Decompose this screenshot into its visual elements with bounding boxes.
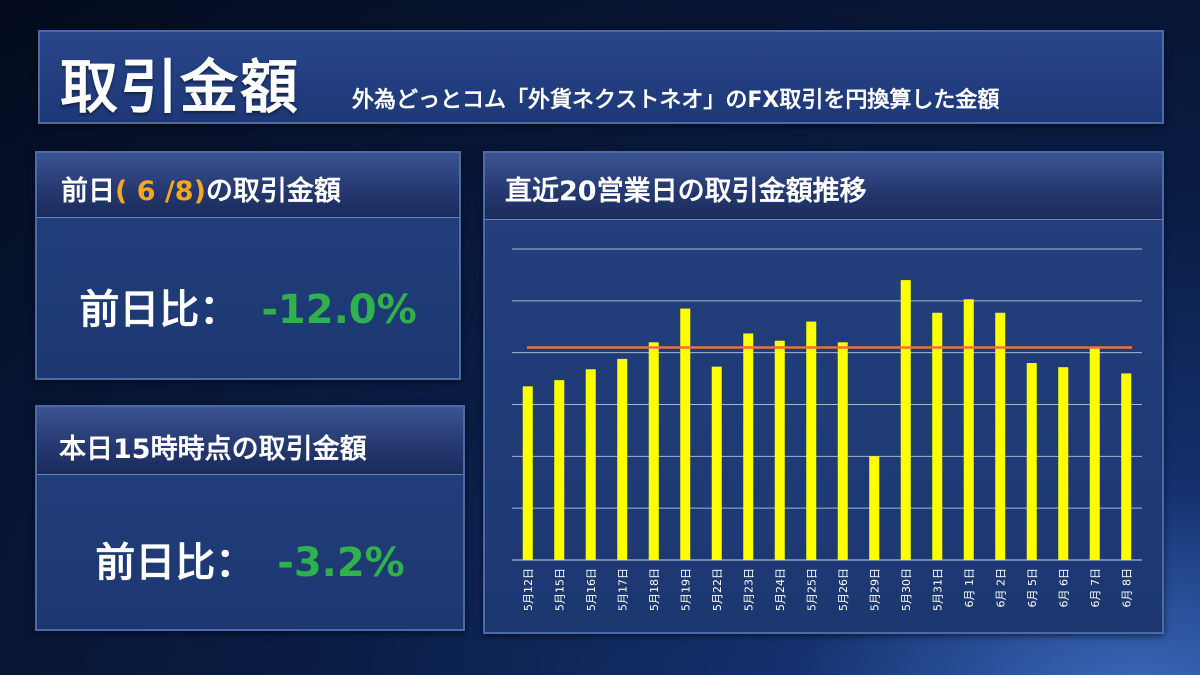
x-tick-label: 5月19日 <box>679 568 692 611</box>
x-tick-label: 5月31日 <box>931 568 944 611</box>
x-tick-label: 6月 2日 <box>994 568 1007 608</box>
x-tick-label: 5月25日 <box>805 568 818 611</box>
prev-day-stat: 前日比： -12.0% <box>37 277 459 335</box>
x-tick-label: 6月 1日 <box>963 568 976 608</box>
prev-day-panel-title: 前日( 6 /8)の取引金額 <box>37 153 459 218</box>
x-tick-label: 6月 7日 <box>1089 568 1102 608</box>
x-tick-label: 6月 5日 <box>1026 568 1039 608</box>
bar <box>648 342 659 560</box>
x-tick-label: 5月26日 <box>837 568 850 611</box>
bar <box>963 299 974 560</box>
prev-day-date: ( 6 /8) <box>115 176 206 207</box>
page-title: 取引金額 <box>60 53 301 121</box>
x-tick-label: 5月23日 <box>742 568 755 611</box>
bar <box>995 312 1006 560</box>
prev-day-panel: 前日( 6 /8)の取引金額 前日比： -12.0% <box>35 151 461 380</box>
bar <box>743 333 754 560</box>
bar <box>869 456 880 560</box>
bar-chart: 5月12日 5月15日 5月16日 5月17日 5月18日 5月19日 5月22日 5月23日… <box>512 248 1142 611</box>
bar <box>617 358 628 560</box>
x-tick-label: 5月16日 <box>585 568 598 611</box>
prev-day-stat-label: 前日比： <box>79 287 240 333</box>
bar <box>585 369 596 560</box>
bar <box>806 321 817 560</box>
x-tick-label: 5月29日 <box>868 568 881 611</box>
chart-panel: 直近20営業日の取引金額推移 5月12日 5月15日 5月16日 5月17日 5月18日… <box>483 151 1164 634</box>
x-tick-label: 5月17日 <box>616 568 629 611</box>
today-panel-title: 本日15時時点の取引金額 <box>37 407 463 475</box>
prev-day-title-suffix: の取引金額 <box>205 176 341 207</box>
x-tick-label: 6月 8日 <box>1120 568 1133 608</box>
prev-day-title-prefix: 前日 <box>61 176 115 207</box>
bar <box>837 342 848 560</box>
bar <box>1026 363 1037 560</box>
bar <box>1058 367 1069 560</box>
chart-panel-title: 直近20営業日の取引金額推移 <box>485 153 1162 220</box>
x-tick-label: 5月15日 <box>553 568 566 611</box>
bar <box>1089 347 1100 560</box>
bar <box>1121 373 1132 560</box>
bar <box>554 380 565 560</box>
bar <box>900 280 911 560</box>
title-bar: 取引金額 外為どっとコム「外貨ネクストネオ」のFX取引を円換算した金額 <box>38 30 1164 124</box>
x-tick-label: 5月12日 <box>522 568 535 611</box>
x-tick-label: 6月 6日 <box>1057 568 1070 608</box>
today-stat-value: -3.2% <box>277 540 405 586</box>
bar <box>932 312 943 560</box>
bar <box>774 340 785 560</box>
x-tick-label: 5月30日 <box>900 568 913 611</box>
bar <box>711 366 722 560</box>
prev-day-stat-value: -12.0% <box>261 287 417 333</box>
today-stat: 前日比： -3.2% <box>37 530 463 588</box>
today-stat-label: 前日比： <box>95 540 256 586</box>
today-panel: 本日15時時点の取引金額 前日比： -3.2% <box>35 405 465 631</box>
x-tick-label: 5月22日 <box>711 568 724 611</box>
bar <box>680 308 691 560</box>
bar <box>522 386 533 560</box>
x-tick-label: 5月18日 <box>648 568 661 611</box>
x-tick-label: 5月24日 <box>774 568 787 611</box>
page-subtitle: 外為どっとコム「外貨ネクストネオ」のFX取引を円換算した金額 <box>352 88 1000 113</box>
